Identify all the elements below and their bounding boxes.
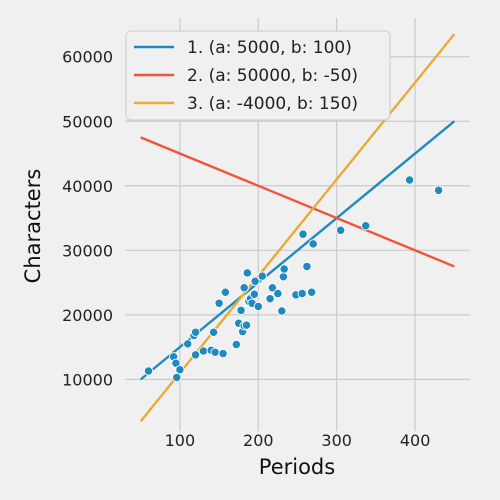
y-tick-label: 60000 — [62, 48, 113, 67]
y-tick-label: 10000 — [62, 370, 113, 389]
data-point — [298, 229, 308, 239]
data-point — [241, 320, 252, 330]
x-tick-label: 400 — [400, 431, 431, 450]
data-point — [190, 327, 201, 337]
data-point — [267, 283, 278, 293]
x-tick-label: 100 — [165, 431, 196, 450]
x-axis-label: Periods — [259, 455, 335, 479]
y-tick-labels: 10000 20000 30000 40000 50000 60000 — [62, 48, 113, 390]
legend-label-2: 2. (a: 50000, b: -50) — [187, 66, 358, 86]
data-point — [302, 261, 312, 272]
legend: 1. (a: 5000, b: 100) 2. (a: 50000, b: -50… — [125, 30, 391, 121]
data-point — [249, 289, 260, 299]
data-point — [297, 288, 307, 299]
data-point — [143, 366, 154, 376]
y-tick-label: 20000 — [62, 306, 113, 325]
data-point — [273, 288, 283, 299]
data-point — [218, 348, 228, 359]
legend-label-1: 1. (a: 5000, b: 100) — [187, 38, 352, 58]
x-tick-label: 300 — [321, 431, 352, 450]
x-tick-label: 200 — [243, 431, 274, 450]
fit-line-2 — [140, 136, 455, 268]
data-point — [236, 305, 246, 315]
data-point — [210, 347, 220, 357]
data-point — [404, 175, 415, 185]
legend-label-3: 3. (a: -4000, b: 150) — [187, 94, 358, 114]
data-points — [143, 175, 444, 383]
data-point — [308, 239, 318, 249]
y-axis-label: Characters — [21, 169, 45, 284]
data-point — [208, 327, 219, 337]
data-point — [335, 225, 346, 235]
data-point — [279, 264, 289, 274]
data-point — [433, 185, 444, 195]
data-point — [278, 272, 289, 282]
y-tick-label: 40000 — [62, 177, 113, 196]
legend-box — [125, 30, 391, 121]
data-point — [277, 306, 287, 316]
data-point — [220, 287, 231, 297]
data-point — [172, 372, 182, 383]
data-point — [257, 271, 267, 281]
data-point — [250, 276, 260, 286]
data-point — [190, 350, 201, 360]
data-point — [239, 283, 249, 293]
data-point — [175, 365, 185, 375]
data-point — [253, 301, 263, 312]
data-point — [306, 287, 317, 297]
data-point — [231, 339, 241, 350]
data-point — [242, 268, 252, 278]
data-point — [198, 346, 209, 356]
y-tick-label: 30000 — [62, 241, 113, 260]
y-tick-label: 50000 — [62, 112, 113, 131]
data-point — [361, 221, 371, 231]
data-point — [183, 339, 193, 349]
x-tick-labels: 100 200 300 400 — [165, 431, 431, 450]
data-point — [265, 294, 275, 304]
data-point — [214, 298, 224, 308]
